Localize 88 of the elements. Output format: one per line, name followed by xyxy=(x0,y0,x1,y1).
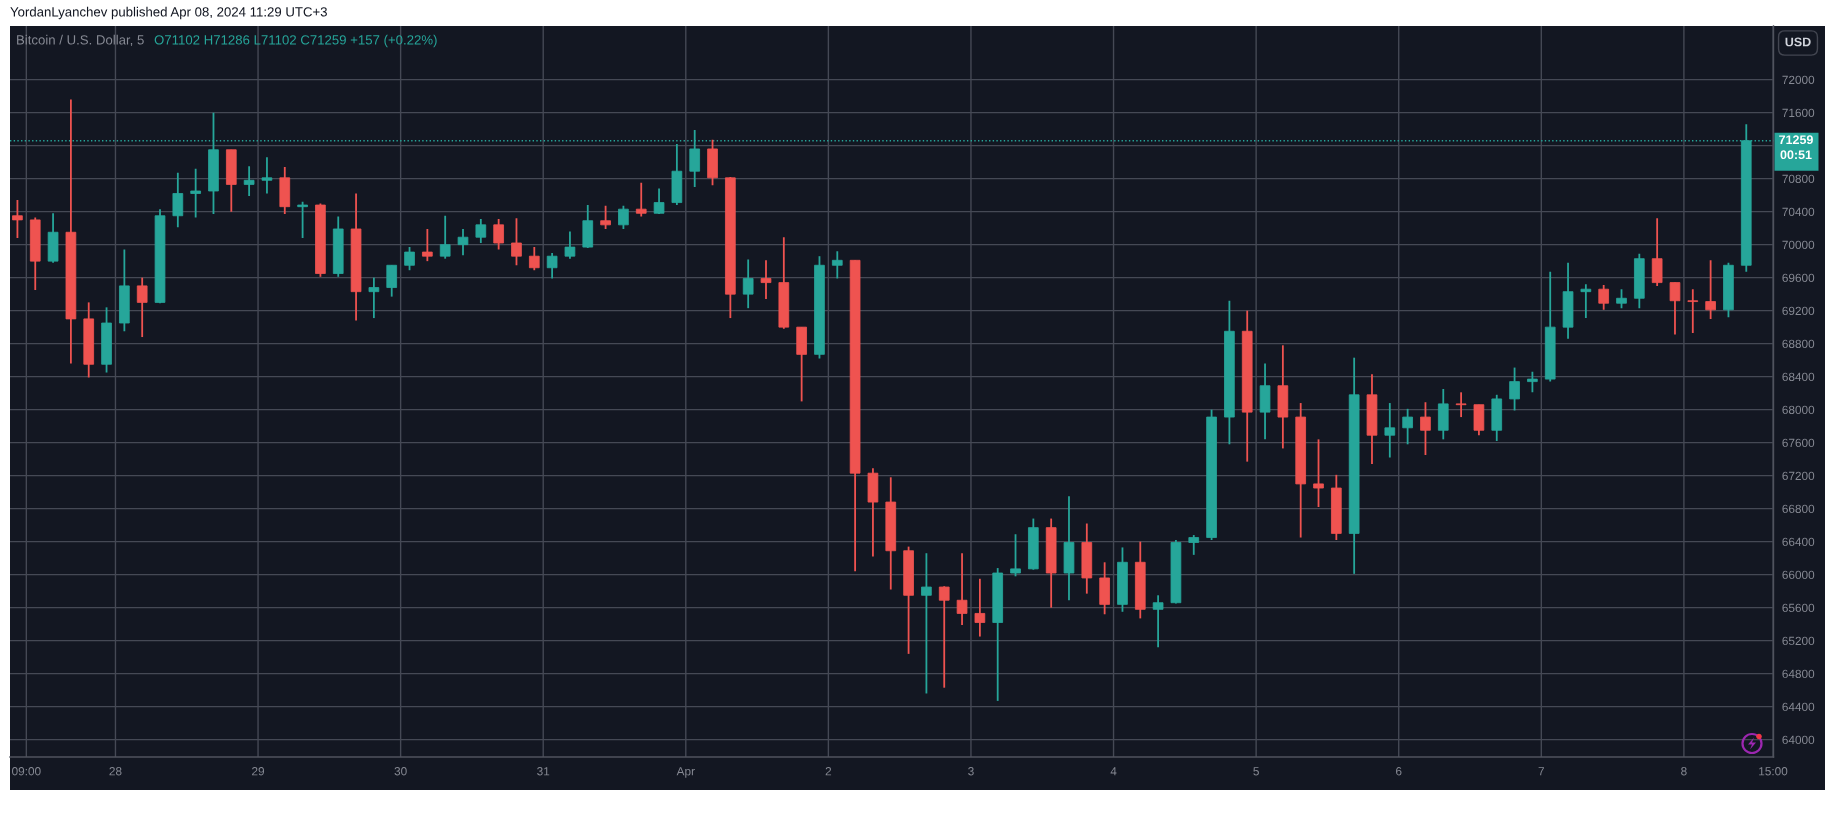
candlestick xyxy=(1313,438,1324,508)
candlestick xyxy=(475,218,487,244)
candlestick xyxy=(760,259,772,300)
candlestick xyxy=(1580,283,1592,319)
candlestick xyxy=(1455,391,1467,418)
y-tick-label: 64000 xyxy=(1782,735,1815,745)
candlestick xyxy=(1616,288,1627,310)
candlestick xyxy=(831,250,843,280)
candlestick xyxy=(635,181,647,218)
candlestick xyxy=(1384,402,1396,459)
x-tick-label: 7 xyxy=(1538,767,1544,776)
candlestick xyxy=(243,165,255,197)
y-tick-label: 70400 xyxy=(1782,207,1815,217)
y-tick-label: 70000 xyxy=(1782,240,1815,250)
candlestick xyxy=(956,552,968,626)
y-tick-label: 65200 xyxy=(1782,636,1815,646)
x-tick-label: 29 xyxy=(252,767,265,776)
candlestick xyxy=(528,246,540,272)
y-tick-label: 68800 xyxy=(1782,339,1815,349)
candlestick xyxy=(1509,366,1520,412)
candlestick xyxy=(974,577,986,638)
candlestick xyxy=(618,204,629,230)
y-tick-label: 69600 xyxy=(1782,273,1815,283)
y-tick-label: 66000 xyxy=(1782,570,1815,580)
text: 00:51 xyxy=(1780,150,1812,160)
x-tick-label: 8 xyxy=(1681,767,1687,776)
candlestick xyxy=(1687,288,1699,334)
y-tick-label: 70800 xyxy=(1782,174,1815,184)
candlestick xyxy=(564,230,576,260)
x-tick-label: 09:00 xyxy=(12,767,41,776)
x-tick-label: Apr xyxy=(676,767,695,778)
y-tick-label: 66400 xyxy=(1782,537,1815,547)
candlestick xyxy=(511,217,522,267)
annotation: O71102 H71286 L71102 C71259 +157 (+0.22%) xyxy=(154,34,437,48)
candlestick xyxy=(1669,281,1681,336)
y-tick-label: 66800 xyxy=(1782,504,1815,514)
y-tick-label: 72000 xyxy=(1782,75,1815,85)
y-tick-label: 68400 xyxy=(1782,372,1815,382)
candlestick xyxy=(404,246,415,272)
candlestick xyxy=(136,276,148,338)
candlestick xyxy=(1705,259,1716,320)
candlestick xyxy=(297,200,308,239)
y-tick-label: 68000 xyxy=(1782,405,1815,415)
x-tick-label: 28 xyxy=(109,767,122,776)
candlestick xyxy=(1402,407,1413,446)
y-tick-label: 65600 xyxy=(1782,603,1815,613)
candlestick xyxy=(1420,401,1431,456)
y-tick-label: 71600 xyxy=(1782,108,1815,118)
y-tick-label: 69200 xyxy=(1782,306,1815,316)
x-tick-label: 15:00 xyxy=(1759,767,1788,776)
x-tick-label: 4 xyxy=(1110,767,1117,776)
x-tick-label: 2 xyxy=(825,767,832,776)
y-axis-title: USD xyxy=(1785,37,1811,47)
candlestick xyxy=(921,552,932,695)
candlestick xyxy=(386,264,398,298)
candlestick xyxy=(1651,217,1663,287)
candlestick xyxy=(600,204,611,230)
y-tick-label: 67200 xyxy=(1782,471,1815,481)
candlestick xyxy=(689,129,701,188)
x-tick-label: 3 xyxy=(968,767,974,776)
y-tick-label: 64800 xyxy=(1782,669,1815,679)
candlestick xyxy=(1152,594,1164,649)
candlestick xyxy=(653,187,665,216)
candlestick xyxy=(1527,370,1538,394)
y-tick-label: 67600 xyxy=(1782,438,1815,448)
candlestick xyxy=(938,585,950,689)
candlestick xyxy=(12,199,23,239)
candlestick xyxy=(457,228,469,257)
candlestick xyxy=(439,214,451,260)
chart-title: YordanLyanchev published Apr 08, 2024 11:29 UTC+3 xyxy=(10,6,327,20)
candlestick xyxy=(1188,534,1200,556)
x-tick-label: 6 xyxy=(1396,767,1402,776)
x-tick-label: 5 xyxy=(1253,767,1259,776)
candlestick xyxy=(493,218,504,251)
candlestick xyxy=(742,258,754,310)
candlestick xyxy=(172,171,184,229)
candlestick xyxy=(546,251,558,280)
candlestick xyxy=(190,167,201,219)
x-tick-label: 30 xyxy=(394,767,407,776)
candlestick xyxy=(1010,533,1021,578)
candlestick xyxy=(368,276,380,319)
x-tick-label: 31 xyxy=(537,767,550,776)
candlestick xyxy=(422,228,433,263)
ref-line-label: 71259 xyxy=(1779,135,1813,145)
y-tick-label: 64400 xyxy=(1782,702,1815,712)
candlestick xyxy=(1598,284,1610,311)
candlestick xyxy=(261,156,273,195)
text: Bitcoin / U.S. Dollar, 5 xyxy=(17,34,144,47)
